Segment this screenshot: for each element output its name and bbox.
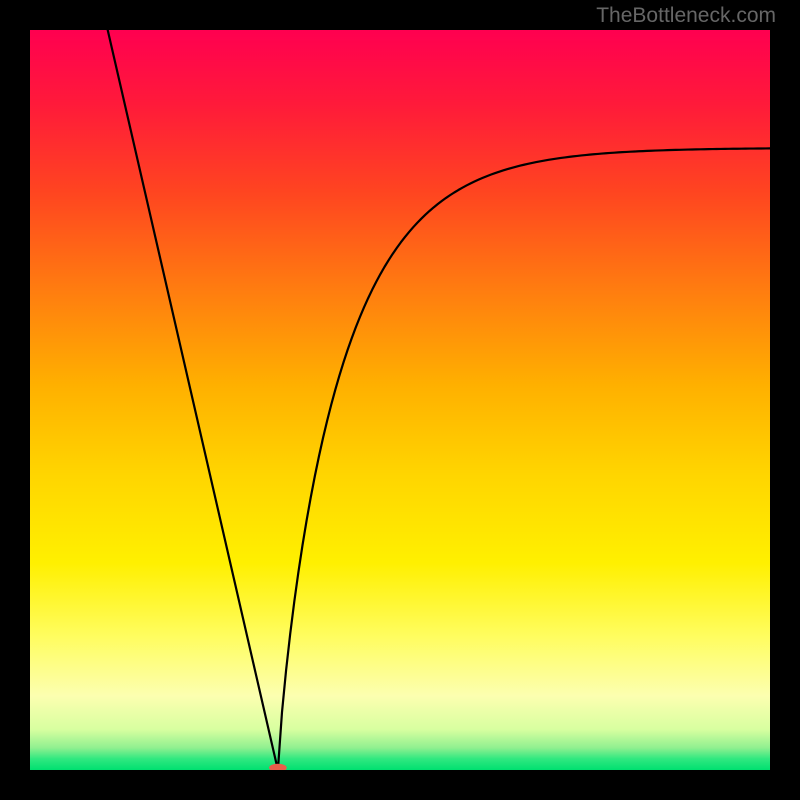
plot-area [30, 30, 770, 770]
chart-svg [30, 30, 770, 770]
gradient-background [30, 30, 770, 770]
chart-container: TheBottleneck.com [0, 0, 800, 800]
watermark-text: TheBottleneck.com [596, 4, 776, 28]
